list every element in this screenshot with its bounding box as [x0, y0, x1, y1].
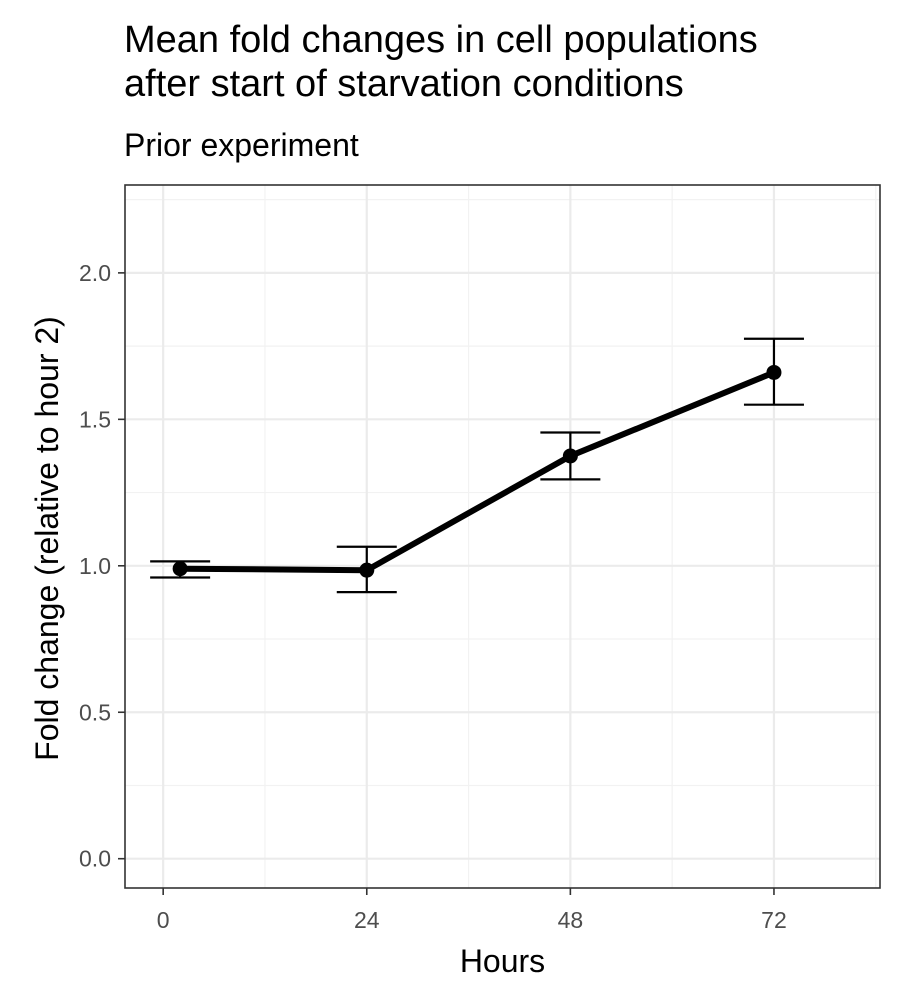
y-axis-title: Fold change (relative to hour 2)	[29, 316, 65, 761]
y-tick-label: 1.5	[79, 406, 111, 432]
chart-title: Mean fold changes in cell populations af…	[124, 18, 894, 106]
x-tick-label: 72	[761, 907, 787, 933]
panel-border	[124, 184, 881, 889]
chart-title-line-2: after start of starvation conditions	[124, 63, 684, 105]
x-axis-title: Hours	[460, 943, 545, 979]
axis-layer: 0 24 48 72 0.0 0.5 1.0 1.5 2.0	[79, 260, 787, 933]
x-tick-label: 0	[157, 907, 170, 933]
data-point	[766, 364, 782, 380]
y-tick-label: 2.0	[79, 260, 111, 286]
chart-title-line-1: Mean fold changes in cell populations	[124, 19, 758, 61]
y-tick-label: 1.0	[79, 553, 111, 579]
y-tick-label: 0.0	[79, 846, 111, 872]
grid-layer	[125, 185, 880, 888]
data-point	[359, 562, 375, 578]
panel-background	[125, 185, 880, 888]
data-point	[562, 448, 578, 464]
x-tick-label: 48	[558, 907, 584, 933]
y-tick-label: 0.5	[79, 699, 111, 725]
data-layer	[150, 337, 804, 594]
series-line	[177, 369, 777, 574]
chart-subtitle: Prior experiment	[124, 127, 359, 163]
data-point	[172, 561, 188, 577]
x-tick-label: 24	[354, 907, 380, 933]
